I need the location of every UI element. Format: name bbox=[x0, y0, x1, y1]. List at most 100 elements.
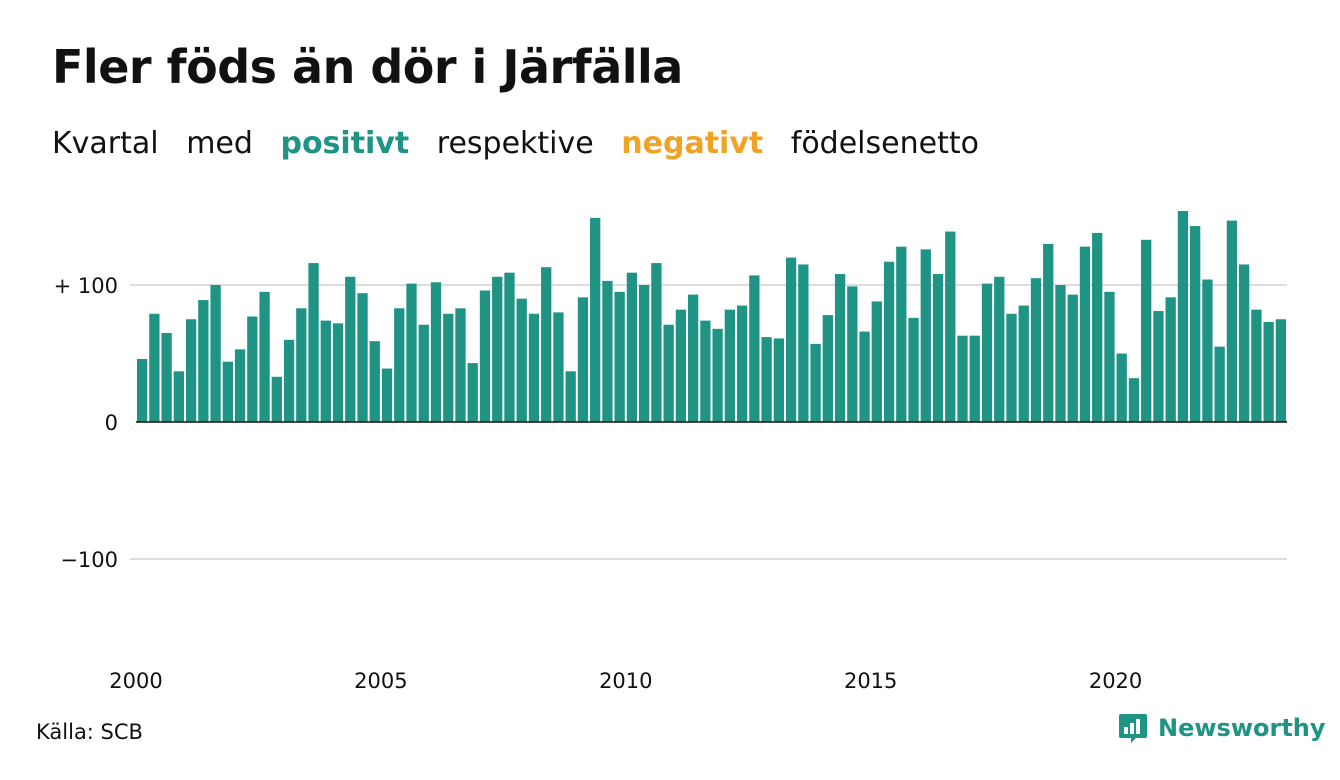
bar-33 bbox=[541, 267, 552, 422]
bar-53 bbox=[785, 257, 797, 422]
x-tick-label-2020: 2020 bbox=[1089, 669, 1142, 693]
bar-61 bbox=[883, 261, 895, 422]
bar-1 bbox=[149, 313, 160, 422]
subtitle-word-med: med bbox=[186, 126, 253, 161]
bar-27 bbox=[467, 363, 478, 422]
bar-29 bbox=[492, 276, 503, 422]
bar-34 bbox=[553, 312, 564, 422]
bar-66 bbox=[945, 231, 956, 422]
bar-71 bbox=[1006, 313, 1017, 422]
subtitle-word-fodelsenetto: födelsenetto bbox=[790, 126, 979, 161]
bar-47 bbox=[712, 328, 723, 422]
subtitle-word-respektive: respektive bbox=[436, 126, 594, 161]
newsworthy-logo-icon bbox=[1119, 714, 1147, 743]
bar-81 bbox=[1128, 378, 1140, 422]
bar-14 bbox=[308, 263, 319, 422]
bar-80 bbox=[1116, 353, 1127, 422]
bar-7 bbox=[222, 361, 233, 422]
bar-0 bbox=[136, 358, 148, 422]
x-tick-label-2000: 2000 bbox=[109, 669, 162, 693]
bar-63 bbox=[908, 317, 919, 422]
y-tick-label-1: 0 bbox=[105, 411, 118, 435]
y-tick-label-0: + 100 bbox=[54, 274, 118, 298]
subtitle-negative-label: negativt bbox=[621, 126, 764, 161]
bar-15 bbox=[320, 320, 331, 422]
bar-24 bbox=[430, 282, 442, 422]
bar-37 bbox=[590, 217, 601, 422]
bar-13 bbox=[296, 308, 307, 422]
bar-92 bbox=[1263, 321, 1274, 422]
subtitle-positive-label: positivt bbox=[280, 126, 410, 161]
bar-72 bbox=[1018, 305, 1029, 422]
bar-19 bbox=[369, 341, 380, 422]
bar-6 bbox=[210, 285, 221, 422]
bar-31 bbox=[516, 298, 527, 422]
bar-70 bbox=[994, 276, 1005, 422]
x-tick-label-2010: 2010 bbox=[599, 669, 652, 693]
bar-16 bbox=[332, 323, 344, 422]
bar-30 bbox=[504, 272, 515, 422]
brand-logo: Newsworthy bbox=[1118, 712, 1326, 744]
bar-76 bbox=[1067, 294, 1078, 422]
bar-10 bbox=[259, 291, 270, 422]
chart-subtitle: Kvartal med positivt respektive negativt… bbox=[52, 126, 997, 161]
bar-50 bbox=[749, 275, 760, 422]
bar-5 bbox=[198, 300, 209, 422]
subtitle-word-kvartal: Kvartal bbox=[52, 126, 159, 161]
bar-69 bbox=[981, 283, 993, 422]
bar-32 bbox=[528, 313, 540, 422]
bar-42 bbox=[651, 263, 662, 422]
bar-74 bbox=[1043, 243, 1054, 422]
bar-89 bbox=[1226, 220, 1238, 422]
bar-56 bbox=[822, 315, 833, 422]
bar-20 bbox=[381, 368, 393, 422]
bar-59 bbox=[859, 331, 870, 422]
x-tick-label-2015: 2015 bbox=[844, 669, 897, 693]
bar-44 bbox=[675, 309, 687, 422]
bar-67 bbox=[957, 335, 968, 422]
bar-8 bbox=[234, 349, 246, 422]
bar-48 bbox=[724, 309, 736, 422]
bar-3 bbox=[173, 371, 184, 422]
bar-28 bbox=[479, 290, 491, 422]
bar-90 bbox=[1239, 264, 1250, 422]
bar-46 bbox=[700, 320, 711, 422]
source-note: Källa: SCB bbox=[36, 720, 143, 744]
bar-54 bbox=[798, 264, 809, 422]
bar-73 bbox=[1030, 278, 1042, 422]
bar-45 bbox=[687, 294, 699, 422]
bar-41 bbox=[639, 285, 650, 422]
bar-22 bbox=[406, 283, 417, 422]
bar-62 bbox=[896, 246, 907, 422]
bar-82 bbox=[1141, 239, 1152, 422]
bar-25 bbox=[443, 313, 454, 422]
brand-name: Newsworthy bbox=[1158, 714, 1326, 742]
bar-78 bbox=[1092, 232, 1103, 422]
bar-65 bbox=[932, 274, 944, 422]
bar-75 bbox=[1055, 285, 1066, 422]
bar-88 bbox=[1214, 346, 1225, 422]
bar-23 bbox=[418, 324, 429, 422]
bar-52 bbox=[773, 338, 784, 422]
bar-17 bbox=[345, 276, 356, 422]
bar-chart: + 100 0 −100 2000 2005 2010 2015 2020 bbox=[54, 211, 1287, 693]
bar-60 bbox=[871, 301, 882, 422]
bar-2 bbox=[161, 332, 172, 422]
bar-64 bbox=[920, 249, 931, 422]
y-tick-label-2: −100 bbox=[60, 548, 118, 572]
bar-79 bbox=[1104, 291, 1115, 422]
bar-43 bbox=[663, 324, 674, 422]
bar-38 bbox=[602, 280, 613, 422]
bar-39 bbox=[614, 291, 625, 422]
bar-55 bbox=[810, 343, 821, 422]
bar-84 bbox=[1165, 297, 1176, 422]
bar-51 bbox=[761, 337, 772, 422]
bar-83 bbox=[1153, 311, 1164, 422]
bar-57 bbox=[834, 274, 846, 422]
bar-58 bbox=[847, 286, 858, 422]
bar-77 bbox=[1079, 246, 1091, 422]
bar-93 bbox=[1275, 319, 1287, 422]
bar-87 bbox=[1202, 279, 1213, 422]
bar-68 bbox=[969, 335, 980, 422]
x-tick-label-2005: 2005 bbox=[354, 669, 407, 693]
